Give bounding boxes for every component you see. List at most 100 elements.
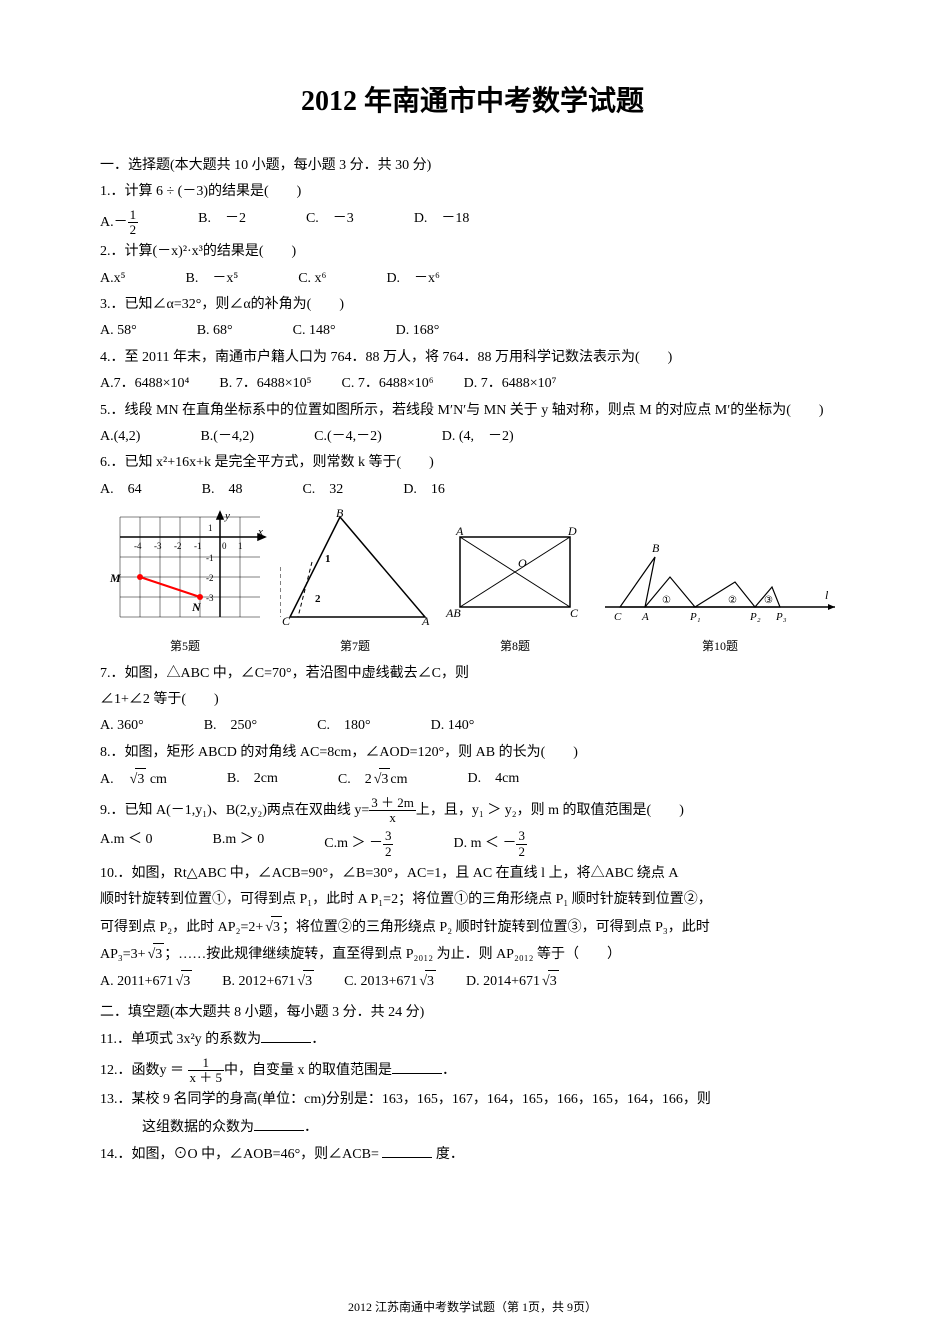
- grid-M: M: [109, 571, 121, 585]
- q1-optD: D. －18: [414, 208, 470, 238]
- q4-optD: D. 7．6488×10⁷: [464, 373, 557, 395]
- q9-options: A.m ＜ 0 B.m ＞ 0 C.m ＞ －32 D. m ＜ －32: [100, 829, 845, 859]
- figure-q8: A D AB C O 第8题: [440, 517, 590, 657]
- q2-optB: B. －x⁵: [186, 268, 239, 290]
- q1-stem: 1.．计算 6 ÷ (－3)的结果是( ): [100, 181, 845, 203]
- q10-l2: 顺时针旋转到位置①，可得到点 P₁，此时 A P₁=2；将位置①的三角形绕点 P…: [100, 889, 845, 911]
- q5-stem: 5.．线段 MN 在直角坐标系中的位置如图所示，若线段 M′N′与 MN 关于 …: [100, 400, 845, 422]
- q7-optA: A. 360°: [100, 715, 144, 737]
- q10-optB: B. 2012+6713: [222, 970, 314, 993]
- svg-text:C: C: [614, 611, 622, 623]
- svg-text:P₂: P₂: [749, 611, 761, 623]
- q7-optD: D. 140°: [431, 715, 475, 737]
- section-2-header: 二．填空题(本大题共 8 小题，每小题 3 分．共 24 分): [100, 1002, 845, 1024]
- q1-optB: B. －2: [198, 208, 246, 238]
- q10-optD: D. 2014+6713: [466, 970, 559, 993]
- q5-optC: C.(－4,－2): [314, 426, 382, 448]
- page: 2012 年南通市中考数学试题 一．选择题(本大题共 10 小题，每小题 3 分…: [0, 0, 945, 1337]
- svg-text:P₁: P₁: [689, 611, 701, 623]
- svg-text:A: A: [641, 611, 649, 623]
- q6-optC: C. 32: [302, 479, 343, 501]
- q10-l4: AP₃=3+3；……按此规律继续旋转，直至得到点 P₂₀₁₂ 为止．则 AP₂₀…: [100, 943, 845, 966]
- q8-optD: D. 4cm: [468, 768, 520, 791]
- q5-optB: B.(－4,2): [200, 426, 254, 448]
- q11: 11.．单项式 3x²y 的系数为．: [100, 1028, 845, 1051]
- q7-stem: 7.．如图，△ABC 中，∠C=70°，若沿图中虚线截去∠C，则: [100, 663, 845, 685]
- q4-optA: A.7．6488×10⁴: [100, 373, 189, 395]
- q5-optA: A.(4,2): [100, 426, 140, 448]
- q2-optD: D. －x⁶: [386, 268, 440, 290]
- figure-q8-svg: A D AB C O: [440, 517, 590, 627]
- q9-optC: C.m ＞ －32: [324, 829, 393, 859]
- svg-text:A: A: [421, 614, 430, 627]
- grid-x-label: x: [257, 526, 263, 538]
- svg-text:③: ③: [764, 595, 773, 606]
- svg-text:B: B: [336, 507, 344, 520]
- svg-text:P₃: P₃: [775, 611, 787, 623]
- q8-optC: C. 23cm: [338, 768, 408, 791]
- figure-q5: y x -4 -3 -2 -1 0 1 1 -1 -2 -3 M N 第5题: [100, 507, 270, 657]
- svg-text:-1: -1: [194, 541, 202, 551]
- svg-text:0: 0: [222, 541, 227, 551]
- svg-text:1: 1: [325, 553, 331, 565]
- q8-optB: B. 2cm: [227, 768, 278, 791]
- q7-optB: B. 250°: [204, 715, 257, 737]
- q10-optC: C. 2013+6713: [344, 970, 436, 993]
- q6-options: A. 64 B. 48 C. 32 D. 16: [100, 479, 845, 501]
- figure-q10-caption: 第10题: [600, 637, 840, 656]
- svg-text:2: 2: [315, 593, 321, 605]
- page-footer: 2012 江苏南通中考数学试题（第 1页，共 9页）: [0, 1298, 945, 1317]
- q2-stem: 2.．计算(－x)²·x³的结果是( ): [100, 241, 845, 263]
- figure-q7: B C A 1 2 第7题: [280, 507, 430, 657]
- q13-blank: [254, 1116, 304, 1131]
- q10-optA: A. 2011+6713: [100, 970, 192, 993]
- q4-options: A.7．6488×10⁴ B. 7．6488×10⁵ C. 7．6488×10⁶…: [100, 373, 845, 395]
- q7-optC: C. 180°: [317, 715, 370, 737]
- svg-text:C: C: [570, 606, 579, 620]
- q9-stem: 9.．已知 A(－1,y₁)、B(2,y₂)两点在双曲线 y=3 ＋ 2mx上，…: [100, 796, 845, 826]
- page-title: 2012 年南通市中考数学试题: [100, 80, 845, 125]
- q1-optC: C. －3: [306, 208, 354, 238]
- q12: 12.．函数y ＝ 1x ＋ 5中，自变量 x 的取值范围是．: [100, 1056, 845, 1086]
- q3-optD: D. 168°: [396, 320, 440, 342]
- figure-q5-caption: 第5题: [100, 637, 270, 656]
- q13-l1: 13.．某校 9 名同学的身高(单位：cm)分别是：163，165，167，16…: [100, 1089, 845, 1111]
- q4-optC: C. 7．6488×10⁶: [342, 373, 434, 395]
- q3-options: A. 58° B. 68° C. 148° D. 168°: [100, 320, 845, 342]
- svg-text:C: C: [282, 614, 291, 627]
- q3-stem: 3.．已知∠α=32°，则∠α的补角为( ): [100, 294, 845, 316]
- q7-options: A. 360° B. 250° C. 180° D. 140°: [100, 715, 845, 737]
- svg-text:1: 1: [238, 541, 243, 551]
- figure-q8-caption: 第8题: [440, 637, 590, 656]
- q13-l2: 这组数据的众数为．: [100, 1116, 845, 1139]
- grid-N: N: [191, 600, 202, 614]
- q6-optB: B. 48: [202, 479, 243, 501]
- q8-stem: 8.．如图，矩形 ABCD 的对角线 AC=8cm，∠AOD=120°，则 AB…: [100, 742, 845, 764]
- q9-optD: D. m ＜ －32: [453, 829, 527, 859]
- q12-blank: [392, 1059, 442, 1074]
- q1-optA: A.－12: [100, 208, 138, 238]
- q14: 14.．如图，⊙O 中，∠AOB=46°，则∠ACB= 度．: [100, 1143, 845, 1166]
- figure-q7-svg: B C A 1 2: [280, 507, 430, 627]
- svg-text:AB: AB: [445, 606, 461, 620]
- svg-text:-1: -1: [206, 553, 214, 563]
- q9-optB: B.m ＞ 0: [213, 829, 265, 859]
- section-1-header: 一．选择题(本大题共 10 小题，每小题 3 分．共 30 分): [100, 155, 845, 177]
- figure-q7-caption: 第7题: [280, 637, 430, 656]
- svg-text:-3: -3: [154, 541, 162, 551]
- q3-optB: B. 68°: [197, 320, 233, 342]
- q6-optD: D. 16: [403, 479, 445, 501]
- grid-y-label: y: [224, 510, 230, 522]
- svg-text:B: B: [652, 541, 660, 555]
- figures-row: y x -4 -3 -2 -1 0 1 1 -1 -2 -3 M N 第5题: [100, 507, 845, 657]
- q11-blank: [261, 1028, 311, 1043]
- q6-optA: A. 64: [100, 479, 142, 501]
- q5-optD: D. (4, －2): [442, 426, 514, 448]
- svg-text:②: ②: [728, 595, 737, 606]
- q4-optB: B. 7．6488×10⁵: [219, 373, 311, 395]
- q2-optC: C. x⁶: [298, 268, 326, 290]
- q10-l3: 可得到点 P₂，此时 AP₂=2+3；将位置②的三角形绕点 P₂ 顺时针旋转到位…: [100, 916, 845, 939]
- svg-text:A: A: [455, 524, 464, 538]
- q3-optA: A. 58°: [100, 320, 137, 342]
- q10-options: A. 2011+6713 B. 2012+6713 C. 2013+6713 D…: [100, 970, 845, 993]
